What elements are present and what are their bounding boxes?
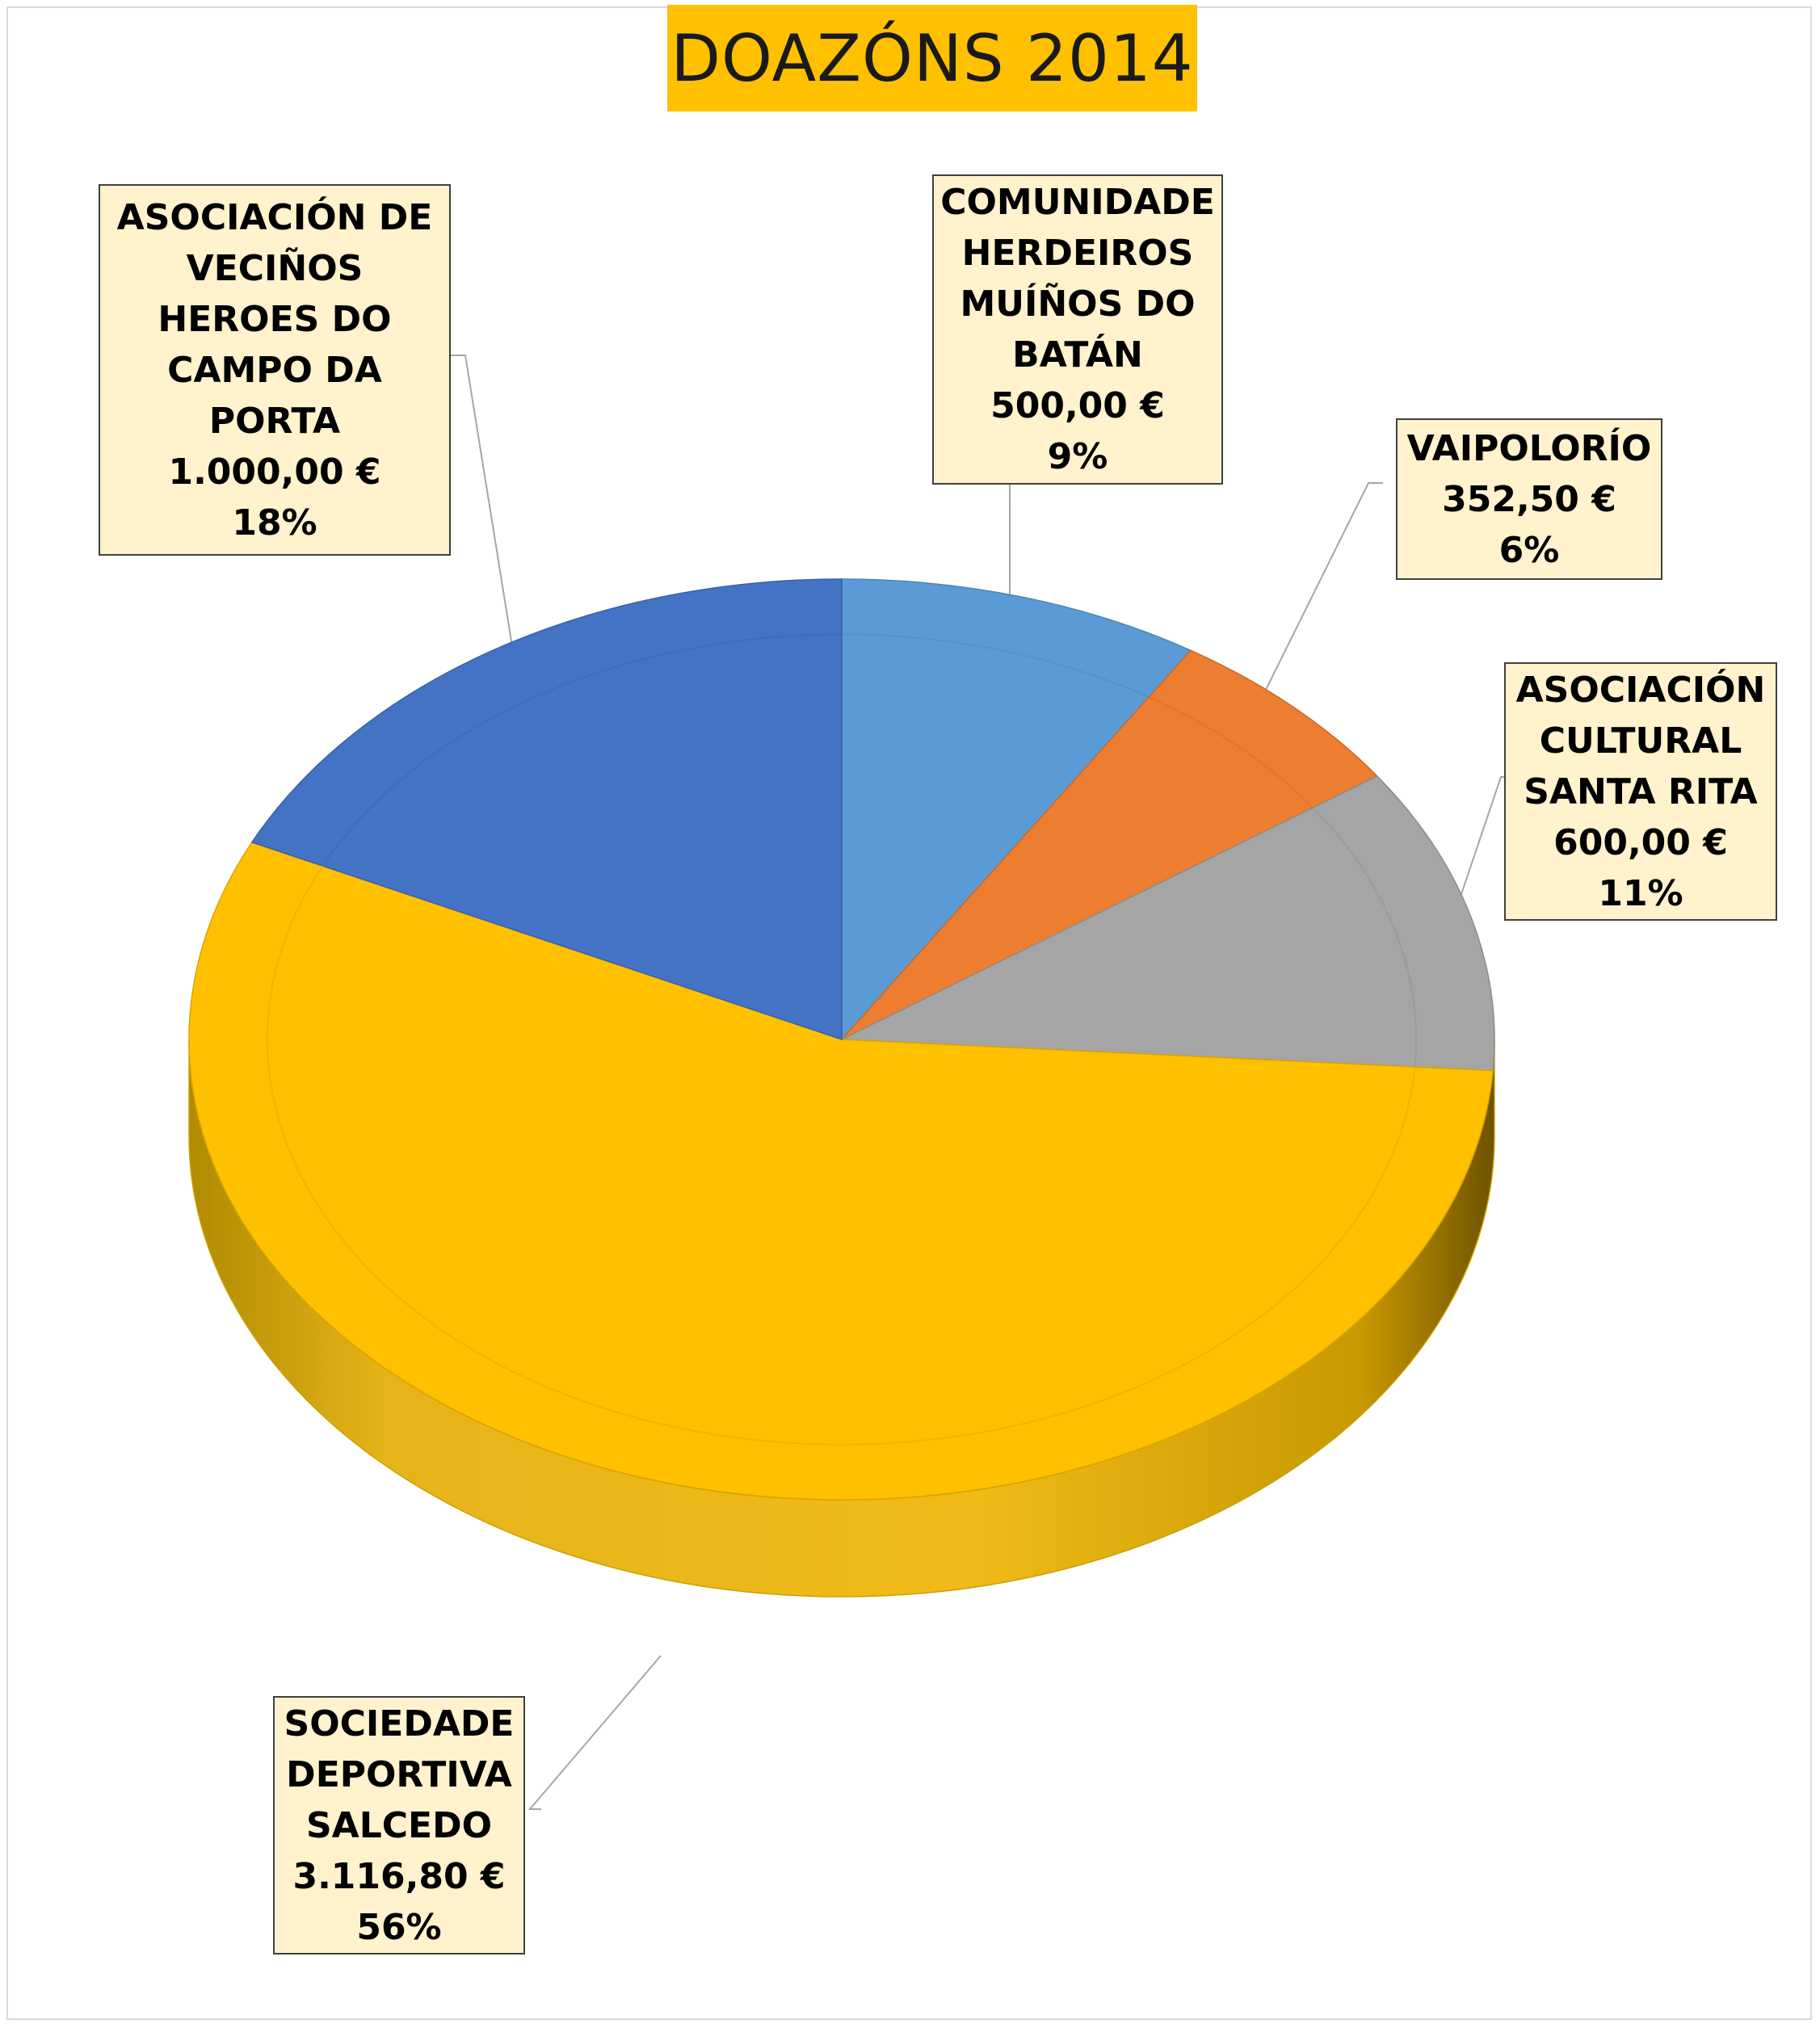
data-label-2: VAIPOLORÍO 352,50 € 6% <box>1396 418 1662 580</box>
data-label-percent: 9% <box>1047 436 1108 477</box>
data-label-4: SOCIEDADE DEPORTIVA SALCEDO 3.116,80 € 56% <box>273 1696 525 1955</box>
pie-slice-4 <box>188 841 1494 1501</box>
pie-slice-highlight-1 <box>841 633 1150 699</box>
data-label-name: VAIPOLORÍO <box>1406 427 1652 469</box>
data-label-percent: 18% <box>232 502 317 544</box>
data-label-5: ASOCIACIÓN DE VECIÑOS HEROES DO CAMPO DA… <box>99 184 451 556</box>
data-label-value: 1.000,00 € <box>168 451 381 493</box>
data-label-value: 500,00 € <box>990 385 1165 426</box>
data-label-3: ASOCIACIÓN CULTURAL SANTA RITA 600,00 € 11… <box>1504 662 1777 921</box>
pie-slice-3 <box>841 775 1495 1072</box>
data-label-value: 600,00 € <box>1553 821 1728 863</box>
data-label-percent: 11% <box>1598 872 1683 914</box>
pie-slice-1 <box>841 578 1192 1041</box>
pie-slice-highlight-4 <box>266 865 1416 1446</box>
leader-line-4 <box>528 1655 662 1810</box>
pie-slice-5 <box>250 578 843 1041</box>
chart-title: DOAZÓNS 2014 <box>670 20 1194 96</box>
data-label-1: COMUNIDADE HERDEIROS MUÍÑOS DO BATÁN 500,… <box>932 174 1223 485</box>
pie-slice-highlight-3 <box>1312 807 1418 1068</box>
data-label-value: 352,50 € <box>1442 478 1616 520</box>
data-label-percent: 6% <box>1498 529 1560 571</box>
leader-line-2 <box>1263 482 1383 694</box>
pie-body <box>188 578 1495 1598</box>
data-label-percent: 56% <box>356 1906 442 1948</box>
pie-slice-highlight-2 <box>1148 696 1314 808</box>
chart-title-box: DOAZÓNS 2014 <box>667 5 1197 111</box>
data-label-name: ASOCIACIÓN DE VECIÑOS HEROES DO CAMPO DA… <box>116 196 433 442</box>
leader-lines <box>451 355 1504 1810</box>
data-label-name: COMUNIDADE HERDEIROS MUÍÑOS DO BATÁN <box>940 182 1215 376</box>
pie-slice-2 <box>841 649 1378 1040</box>
data-label-value: 3.116,80 € <box>292 1855 506 1897</box>
leader-line-5 <box>451 355 513 647</box>
data-label-name: ASOCIACIÓN CULTURAL SANTA RITA <box>1515 669 1766 812</box>
leader-line-3 <box>1460 776 1504 897</box>
pie-slice-highlight-5 <box>322 633 843 867</box>
data-label-name: SOCIEDADE DEPORTIVA SALCEDO <box>284 1703 515 1846</box>
